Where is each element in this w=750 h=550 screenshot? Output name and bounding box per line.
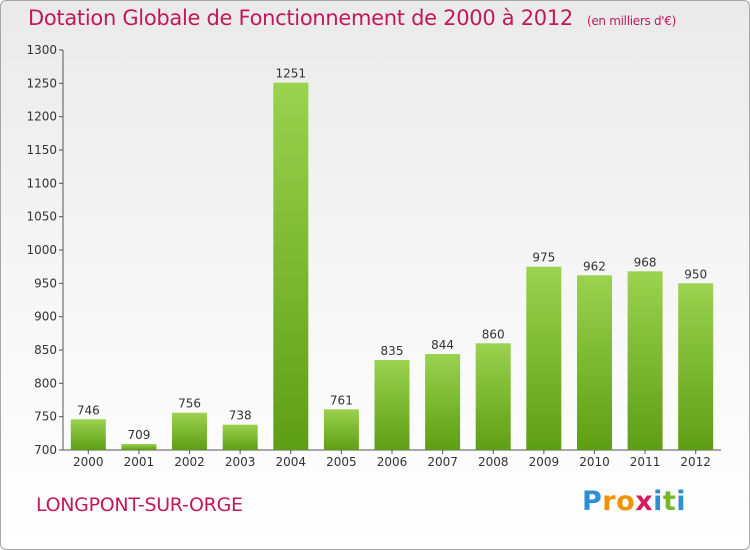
data-label: 975 (532, 251, 555, 265)
data-label: 761 (330, 393, 353, 407)
data-label: 950 (684, 267, 707, 281)
y-tick-label: 1300 (26, 43, 57, 57)
x-tick-label: 2011 (630, 455, 661, 469)
logo-letter: r (602, 486, 617, 517)
chart-labels: 700 750 800 850 900 950 1000 1050 1100 1150 1200 12… (26, 43, 711, 469)
x-tick-label: 2000 (73, 455, 104, 469)
bar (374, 360, 410, 450)
bar (475, 343, 511, 450)
commune-name: LONGPONT-SUR-ORGE (36, 494, 243, 516)
x-tick-label: 2005 (326, 455, 357, 469)
bar (273, 82, 309, 450)
bar (678, 283, 714, 450)
data-label: 860 (482, 327, 505, 341)
y-tick-label: 1050 (26, 210, 57, 224)
x-tick-label: 2009 (529, 455, 560, 469)
data-label: 746 (77, 403, 100, 417)
logo-letter: i (676, 486, 687, 517)
data-label: 738 (229, 409, 252, 423)
y-tick-label: 950 (34, 276, 57, 290)
bar (526, 266, 562, 450)
data-label: 709 (127, 428, 150, 442)
bar (627, 271, 663, 450)
x-tick-label: 2012 (680, 455, 711, 469)
x-tick-label: 2008 (478, 455, 509, 469)
bar (172, 412, 207, 450)
data-label: 968 (634, 255, 657, 269)
y-tick-label: 750 (34, 410, 57, 424)
bar (425, 354, 461, 450)
logo-letter: o (616, 486, 636, 517)
chart-bars (70, 82, 714, 450)
logo-letter: x (635, 486, 654, 517)
y-tick-label: 800 (34, 376, 57, 390)
bar (222, 424, 258, 450)
y-tick-label: 1200 (26, 110, 57, 124)
x-tick-label: 2003 (225, 455, 256, 469)
logo-letter: t (662, 486, 677, 517)
chart-title-text: Dotation Globale de Fonctionnement de 20… (28, 6, 573, 30)
y-tick-label: 1250 (26, 76, 57, 90)
logo-letter: i (653, 486, 663, 517)
x-tick-label: 2001 (124, 455, 155, 469)
bar (70, 419, 106, 450)
logo-letter: P (582, 486, 603, 517)
x-tick-label: 2010 (579, 455, 610, 469)
y-tick-label: 900 (34, 310, 57, 324)
chart-title: Dotation Globale de Fonctionnement de 20… (28, 6, 676, 30)
x-tick-label: 2007 (427, 455, 458, 469)
bar (323, 409, 359, 450)
data-label: 835 (381, 344, 404, 358)
y-tick-label: 850 (34, 343, 57, 357)
data-label: 844 (431, 338, 454, 352)
data-label: 756 (178, 397, 201, 411)
y-tick-label: 1100 (26, 176, 57, 190)
bar (121, 444, 157, 450)
data-label: 1251 (275, 67, 306, 81)
x-tick-label: 2004 (275, 455, 306, 469)
data-label: 962 (583, 259, 606, 273)
y-tick-label: 1000 (26, 243, 57, 257)
bar (577, 275, 612, 450)
x-tick-label: 2002 (174, 455, 205, 469)
y-tick-label: 700 (34, 443, 57, 457)
x-tick-label: 2006 (377, 455, 408, 469)
y-tick-label: 1150 (26, 143, 57, 157)
proxiti-logo: Proxiti (582, 486, 686, 517)
chart-subtitle: (en milliers d'€) (586, 14, 676, 28)
